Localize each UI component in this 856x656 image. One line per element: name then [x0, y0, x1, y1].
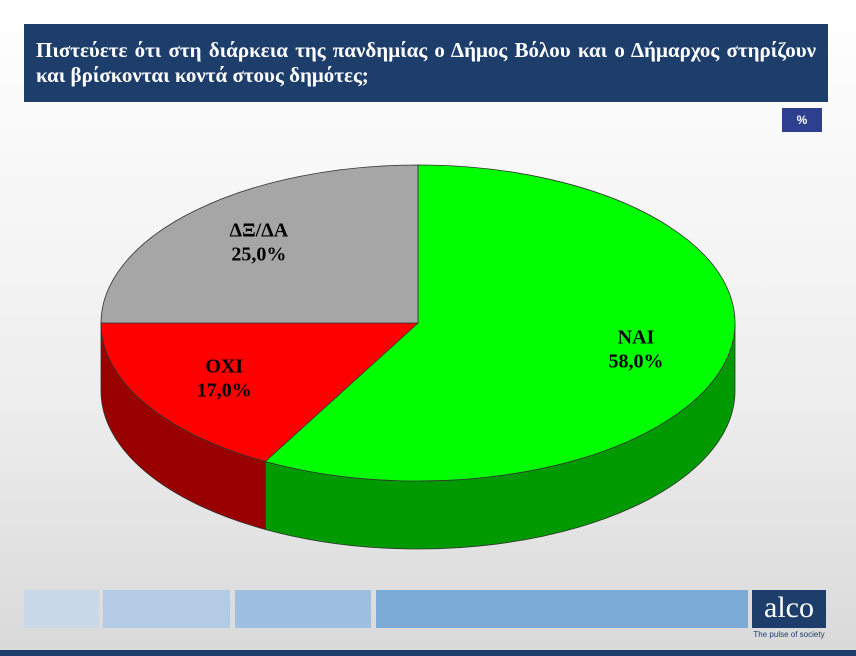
value-label: 58,0% — [608, 350, 663, 372]
tagline: The pulse of society — [753, 630, 825, 639]
slice-label: ΔΞ/ΔΑ — [230, 219, 289, 241]
pie-slice — [100, 164, 419, 324]
footer-line — [0, 650, 856, 656]
logo: alco — [752, 590, 826, 628]
footer-strip — [376, 590, 748, 628]
chart-title: Πιστεύετε ότι στη διάρκεια της πανδημίας… — [24, 24, 828, 102]
unit-badge: % — [782, 108, 822, 132]
pie-slice — [264, 164, 736, 482]
pie-slice — [100, 322, 420, 462]
footer-strip — [24, 590, 99, 628]
value-label: 25,0% — [231, 243, 286, 265]
footer-strip — [235, 590, 371, 628]
slice-label: ΟΧΙ — [205, 356, 243, 378]
footer-strip — [103, 590, 230, 628]
value-label: 17,0% — [197, 380, 252, 402]
slice-label: ΝΑΙ — [618, 326, 655, 348]
